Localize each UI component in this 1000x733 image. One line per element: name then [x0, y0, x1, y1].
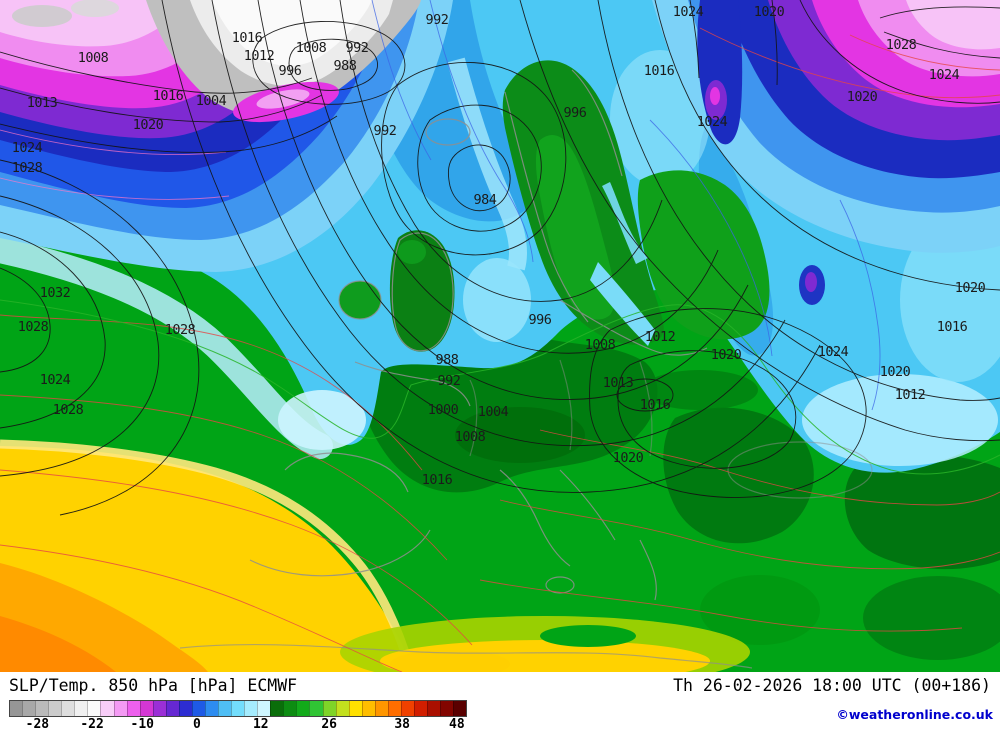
legend-color-segment [400, 701, 414, 716]
legend-tick-label: 48 [449, 717, 465, 732]
legend-row: -28 -22 -10 0 12 26 38 48 ©weatheronline.co.uk [0, 699, 1000, 733]
legend-tick-label: -10 [130, 717, 154, 732]
legend-tick-label: 38 [394, 717, 410, 732]
legend-color-segment [283, 701, 297, 716]
legend-tick-label: 12 [252, 717, 269, 732]
legend-color-segment [22, 701, 36, 716]
greenland-landmass [146, 0, 421, 118]
legend-color-segment [244, 701, 258, 716]
legend-color-segment [413, 701, 427, 716]
temperature-field-svg [0, 0, 1000, 672]
isotherm-red-layer [0, 27, 1000, 672]
legend-color-segment [74, 701, 88, 716]
legend-color-segment [61, 701, 75, 716]
legend-color-segment [348, 701, 362, 716]
legend-tick-label: 26 [321, 717, 338, 732]
map-title: SLP/Temp. 850 hPa [hPa] ECMWF [9, 676, 298, 695]
legend-color-segment [361, 701, 375, 716]
legend-color-segment [322, 701, 336, 716]
legend-color-segment [257, 701, 271, 716]
legend-color-segment [113, 701, 127, 716]
legend-color-segment [231, 701, 245, 716]
legend-color-segment [218, 701, 232, 716]
legend-color-segment [87, 701, 101, 716]
temperature-fill-layer [0, 0, 1000, 672]
legend-color-segment [440, 701, 454, 716]
legend-tick-label: 0 [193, 717, 201, 732]
legend-color-segment [126, 701, 140, 716]
legend-color-segment [100, 701, 114, 716]
legend-color-segment [191, 701, 205, 716]
coastlines-layer [179, 69, 873, 669]
legend-color-segment [427, 701, 441, 716]
zero-isotherm [0, 299, 1000, 475]
legend-color-segment [270, 701, 284, 716]
caption-bar: SLP/Temp. 850 hPa [hPa] ECMWF Th 26-02-2… [0, 672, 1000, 699]
legend-color-segment [387, 701, 401, 716]
isobars-layer [0, 0, 1000, 516]
legend-ticks: -28 -22 -10 0 12 26 38 48 [10, 717, 466, 733]
legend-color-segment [10, 701, 23, 716]
copyright-link[interactable]: ©weatheronline.co.uk [836, 707, 993, 722]
legend-color-segment [453, 701, 467, 716]
isotherm-blue-layer [371, 0, 881, 411]
legend-color-segment [335, 701, 349, 716]
legend-color-segment [48, 701, 62, 716]
legend-color-segment [204, 701, 218, 716]
isotherm-pink-layer [0, 129, 230, 200]
legend-bar [9, 700, 467, 717]
legend-color-segment [374, 701, 388, 716]
legend-color-segment [296, 701, 310, 716]
legend-tick-label: -22 [80, 717, 104, 732]
footer: SLP/Temp. 850 hPa [hPa] ECMWF Th 26-02-2… [0, 672, 1000, 733]
legend-color-segment [139, 701, 153, 716]
legend-color-segment [178, 701, 192, 716]
map-area: 1008 1016 1012 1008 992 996 988 992 1024 1020 1016… [0, 0, 1000, 672]
legend-color-segment [152, 701, 166, 716]
legend-color-segment [35, 701, 49, 716]
map-datetime: Th 26-02-2026 18:00 UTC (00+186) [673, 676, 991, 695]
legend-color-segment [165, 701, 179, 716]
legend-color-segment [309, 701, 323, 716]
legend-tick-label: -28 [25, 717, 50, 732]
